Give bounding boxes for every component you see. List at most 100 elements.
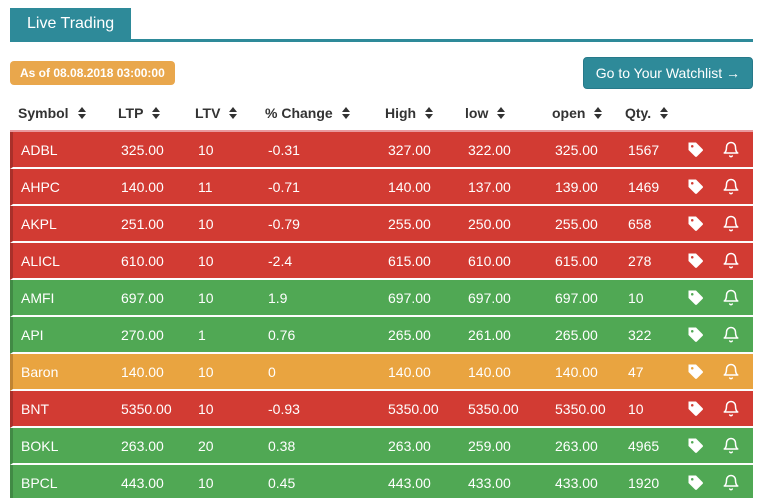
bell-icon[interactable] <box>722 363 740 381</box>
symbol-cell: API <box>21 326 44 343</box>
tag-icon[interactable] <box>687 252 705 270</box>
bell-icon[interactable] <box>722 326 740 344</box>
qty-cell: 47 <box>628 363 644 380</box>
table-row[interactable]: API 270.00 1 0.76 265.00 261.00 265.00 3… <box>10 317 753 354</box>
symbol-cell: ALICL <box>21 252 60 269</box>
tag-icon[interactable] <box>687 141 705 159</box>
bell-icon[interactable] <box>722 289 740 307</box>
open-cell: 140.00 <box>555 363 598 380</box>
sort-icon[interactable] <box>660 107 669 119</box>
ltp-cell: 140.00 <box>121 178 164 195</box>
row-actions <box>685 400 753 418</box>
symbol-cell: Baron <box>21 363 59 380</box>
qty-cell: 658 <box>628 215 652 232</box>
low-cell: 259.00 <box>468 437 511 454</box>
tag-icon[interactable] <box>687 474 705 492</box>
bell-icon[interactable] <box>722 474 740 492</box>
bell-icon[interactable] <box>722 178 740 196</box>
qty-cell: 1469 <box>628 178 660 195</box>
open-cell: 255.00 <box>555 215 598 232</box>
ltp-cell: 251.00 <box>121 215 164 232</box>
open-cell: 615.00 <box>555 252 598 269</box>
tag-icon[interactable] <box>687 215 705 233</box>
tag-icon[interactable] <box>687 400 705 418</box>
symbol-cell: AHPC <box>21 178 60 195</box>
column-header-ltv[interactable]: LTV <box>187 105 257 121</box>
symbol-cell: ADBL <box>21 141 58 158</box>
page-title: Live Trading <box>10 8 132 39</box>
table-row[interactable]: AKPL 251.00 10 -0.79 255.00 250.00 255.0… <box>10 206 753 243</box>
table-row[interactable]: AHPC 140.00 11 -0.71 140.00 137.00 139.0… <box>10 169 753 206</box>
table-row[interactable]: BOKL 263.00 20 0.38 263.00 259.00 263.00… <box>10 428 753 465</box>
table-row[interactable]: AMFI 697.00 10 1.9 697.00 697.00 697.00 … <box>10 280 753 317</box>
bell-icon[interactable] <box>722 437 740 455</box>
bell-icon[interactable] <box>722 141 740 159</box>
watchlist-button[interactable]: Go to Your Watchlist → <box>582 57 753 89</box>
column-header-high[interactable]: High <box>377 105 457 121</box>
sort-icon[interactable] <box>152 107 161 119</box>
column-header-low[interactable]: low <box>457 105 544 121</box>
ltp-cell: 325.00 <box>121 141 164 158</box>
ltp-cell: 443.00 <box>121 474 164 491</box>
sort-icon[interactable] <box>229 107 238 119</box>
open-cell: 5350.00 <box>555 400 606 417</box>
row-actions <box>685 437 753 455</box>
row-actions <box>685 252 753 270</box>
row-actions <box>685 326 753 344</box>
table-row[interactable]: ALICL 610.00 10 -2.4 615.00 610.00 615.0… <box>10 243 753 280</box>
high-cell: 140.00 <box>388 178 431 195</box>
tag-icon[interactable] <box>687 437 705 455</box>
ltp-cell: 5350.00 <box>121 400 172 417</box>
change-cell: 0.38 <box>268 437 296 454</box>
ltv-cell: 10 <box>198 252 214 269</box>
change-cell: -0.93 <box>268 400 300 417</box>
qty-cell: 10 <box>628 400 644 417</box>
symbol-cell: BNT <box>21 400 49 417</box>
tag-icon[interactable] <box>687 363 705 381</box>
symbol-cell: AMFI <box>21 289 55 306</box>
change-cell: -0.31 <box>268 141 300 158</box>
tag-icon[interactable] <box>687 289 705 307</box>
change-cell: 0.45 <box>268 474 296 491</box>
high-cell: 443.00 <box>388 474 431 491</box>
change-cell: 1.9 <box>268 289 288 306</box>
bell-icon[interactable] <box>722 252 740 270</box>
tag-icon[interactable] <box>687 326 705 344</box>
page-title-bar: Live Trading <box>10 8 753 42</box>
column-header-open[interactable]: open <box>544 105 617 121</box>
column-header-change[interactable]: % Change <box>257 105 377 121</box>
low-cell: 697.00 <box>468 289 511 306</box>
change-cell: -0.79 <box>268 215 300 232</box>
table-row[interactable]: BNT 5350.00 10 -0.93 5350.00 5350.00 535… <box>10 391 753 428</box>
sort-icon[interactable] <box>594 107 603 119</box>
ltv-cell: 10 <box>198 400 214 417</box>
qty-cell: 1567 <box>628 141 660 158</box>
tag-icon[interactable] <box>687 178 705 196</box>
low-cell: 261.00 <box>468 326 511 343</box>
sort-icon[interactable] <box>77 107 86 119</box>
qty-cell: 10 <box>628 289 644 306</box>
column-header-ltp[interactable]: LTP <box>110 105 187 121</box>
high-cell: 327.00 <box>388 141 431 158</box>
high-cell: 5350.00 <box>388 400 439 417</box>
column-header-symbol[interactable]: Symbol <box>10 105 110 121</box>
table-row[interactable]: Baron 140.00 10 0 140.00 140.00 140.00 4… <box>10 354 753 391</box>
high-cell: 263.00 <box>388 437 431 454</box>
column-header-qty[interactable]: Qty. <box>617 105 682 121</box>
high-cell: 615.00 <box>388 252 431 269</box>
open-cell: 263.00 <box>555 437 598 454</box>
row-actions <box>685 363 753 381</box>
sort-icon[interactable] <box>425 107 434 119</box>
row-actions <box>685 474 753 492</box>
as-of-badge: As of 08.08.2018 03:00:00 <box>10 61 175 85</box>
bell-icon[interactable] <box>722 215 740 233</box>
ltp-cell: 140.00 <box>121 363 164 380</box>
bell-icon[interactable] <box>722 400 740 418</box>
table-row[interactable]: BPCL 443.00 10 0.45 443.00 433.00 433.00… <box>10 465 753 498</box>
high-cell: 140.00 <box>388 363 431 380</box>
sort-icon[interactable] <box>497 107 506 119</box>
sort-icon[interactable] <box>341 107 350 119</box>
table-row[interactable]: ADBL 325.00 10 -0.31 327.00 322.00 325.0… <box>10 132 753 169</box>
ltv-cell: 10 <box>198 215 214 232</box>
